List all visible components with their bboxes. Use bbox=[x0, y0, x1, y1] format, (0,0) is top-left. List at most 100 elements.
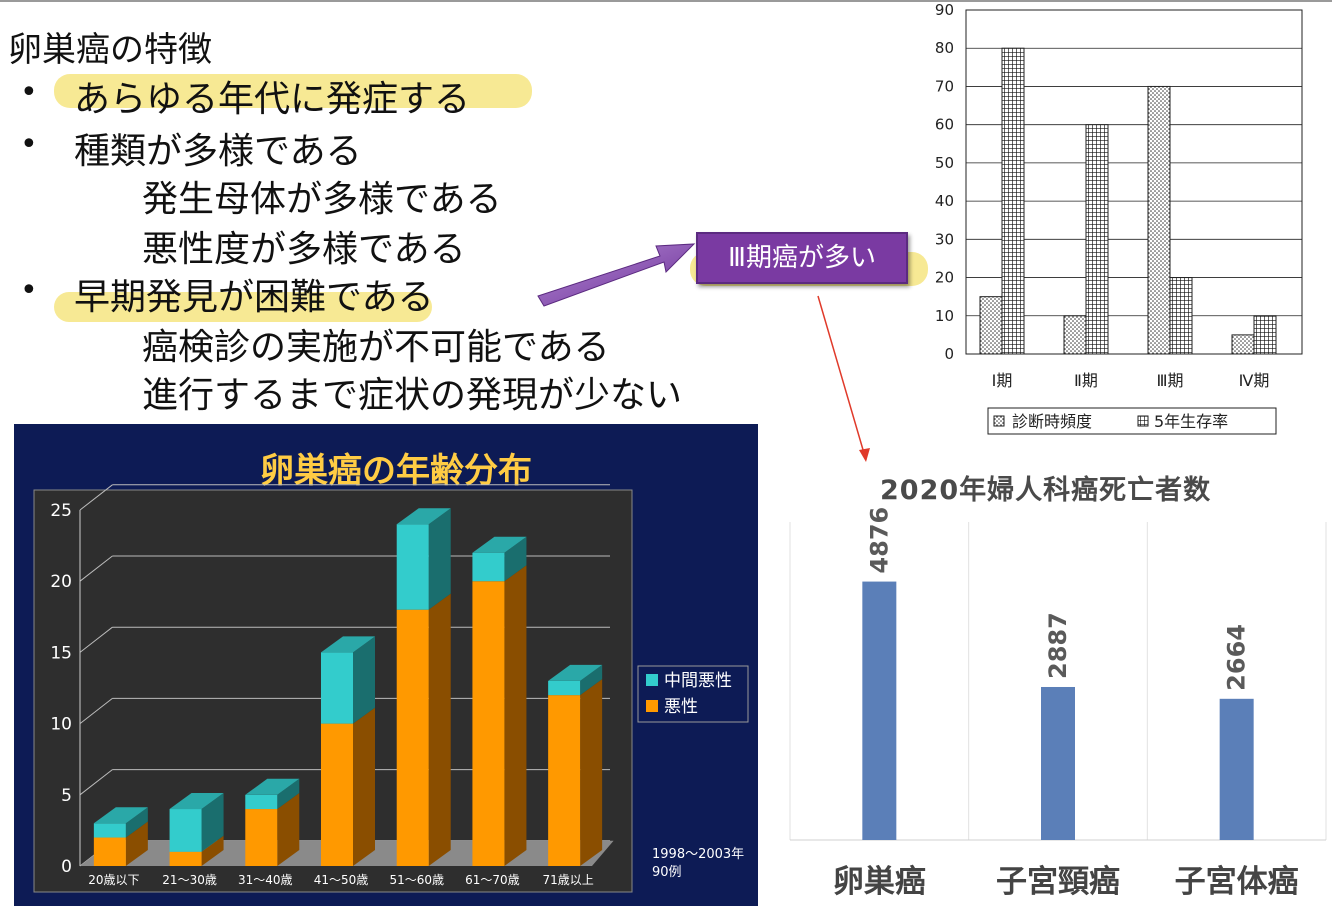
bar-malignant-side bbox=[125, 821, 148, 866]
y-tick-label: 50 bbox=[935, 154, 954, 172]
bullet-text: 早期発見が困難である bbox=[74, 277, 434, 318]
legend-label-frequency: 診断時頻度 bbox=[1012, 412, 1092, 431]
legend-swatch-intermediate bbox=[646, 674, 658, 686]
legend-label-survival: 5年生存率 bbox=[1154, 412, 1228, 431]
bar-intermediate-top bbox=[169, 793, 224, 810]
y-tick-label: 10 bbox=[935, 307, 954, 325]
red-pointer-line bbox=[817, 295, 867, 461]
y-tick-label: 30 bbox=[935, 230, 954, 248]
highlight-marker-1 bbox=[54, 74, 532, 108]
sub-bullet-2: 悪性度が多様である bbox=[142, 229, 466, 270]
y-tick-label: 0 bbox=[61, 857, 72, 877]
x-tick-label: 51～60歳 bbox=[389, 873, 444, 887]
bar-malignant-side bbox=[428, 593, 451, 866]
bullet-marker: • bbox=[20, 127, 38, 162]
y-tick-label: 20 bbox=[50, 572, 72, 592]
bar-intermediate bbox=[93, 823, 126, 838]
y-tick-label: 80 bbox=[935, 39, 954, 57]
x-tick-label: 卵巣癌 bbox=[833, 864, 926, 900]
bar-intermediate bbox=[548, 680, 581, 696]
grid-perspective bbox=[79, 484, 113, 511]
bullet-text: 種類が多様である bbox=[74, 131, 362, 172]
y-tick-label: 70 bbox=[935, 77, 954, 95]
bar-malignant bbox=[169, 851, 202, 866]
bar-malignant-side bbox=[353, 707, 375, 866]
chart-note: 1998～2003年 bbox=[652, 847, 744, 862]
legend-label-intermediate: 中間悪性 bbox=[664, 671, 732, 691]
legend-swatch-frequency bbox=[993, 415, 1005, 427]
data-label: 2887 bbox=[1044, 612, 1072, 679]
deaths-chart-title: 2020年婦人科癌死亡者数 bbox=[880, 475, 1212, 506]
bar-diagnosis-frequency bbox=[1063, 315, 1087, 355]
red-pointer-head bbox=[859, 448, 870, 462]
y-tick-label: 20 bbox=[935, 269, 954, 287]
legend-label-malignant: 悪性 bbox=[664, 697, 698, 717]
bullet-text: あらゆる年代に発症する bbox=[74, 79, 471, 120]
bar-deaths bbox=[862, 581, 897, 840]
bar-5yr-survival bbox=[1169, 277, 1193, 355]
bar-intermediate-top bbox=[548, 664, 603, 681]
x-tick-label: 子宮体癌 bbox=[1175, 864, 1299, 900]
sub-bullet-1: 発生母体が多様である bbox=[142, 179, 502, 220]
bar-malignant bbox=[548, 695, 581, 866]
y-tick-label: 0 bbox=[944, 345, 954, 363]
y-tick-label: 25 bbox=[50, 501, 72, 521]
sub-bullet-3: 癌検診の実施が不可能である bbox=[142, 327, 610, 368]
bar-malignant bbox=[472, 581, 505, 866]
bullet-row-2: • 種類が多様である bbox=[20, 122, 362, 172]
y-tick-label: 40 bbox=[935, 192, 954, 210]
slide-title: 卵巣癌の特徴 bbox=[8, 30, 212, 70]
bar-deaths bbox=[1219, 698, 1254, 840]
bar-malignant-side bbox=[201, 835, 224, 866]
y-tick-label: 10 bbox=[50, 715, 72, 735]
bar-diagnosis-frequency bbox=[1147, 85, 1171, 355]
bar-malignant-side bbox=[580, 679, 603, 866]
bullet-marker: • bbox=[20, 273, 38, 308]
bar-intermediate-top bbox=[472, 536, 527, 553]
bullet-row-3: • 早期発見が困難である bbox=[20, 268, 434, 318]
data-label: 2664 bbox=[1223, 624, 1251, 691]
legend-swatch-malignant bbox=[646, 700, 658, 712]
bar-intermediate-top bbox=[321, 636, 375, 653]
bullet-row-1: • あらゆる年代に発症する bbox=[20, 70, 470, 120]
grid-perspective bbox=[79, 698, 113, 724]
x-tick-label: Ⅱ期 bbox=[1074, 371, 1098, 390]
bar-malignant-side bbox=[277, 793, 300, 866]
arrow-to-callout bbox=[537, 243, 696, 307]
x-tick-label: Ⅳ期 bbox=[1239, 371, 1270, 390]
bullet-marker: • bbox=[20, 75, 38, 110]
legend-box bbox=[987, 407, 1277, 435]
x-tick-label: Ⅲ期 bbox=[1156, 371, 1183, 390]
y-tick-label: 5 bbox=[61, 786, 72, 806]
bar-intermediate bbox=[245, 794, 278, 810]
data-label: 4876 bbox=[865, 507, 893, 574]
chart-note: 90例 bbox=[652, 865, 682, 880]
bar-intermediate-side bbox=[504, 536, 527, 582]
x-tick-label: 61～70歳 bbox=[465, 873, 520, 887]
legend-swatch-survival bbox=[1137, 415, 1149, 427]
grid-perspective bbox=[79, 555, 113, 582]
bar-intermediate-side bbox=[125, 807, 148, 838]
bar-5yr-survival bbox=[1253, 315, 1277, 355]
bar-intermediate-top bbox=[396, 508, 451, 525]
bar-malignant bbox=[245, 809, 278, 866]
bar-diagnosis-frequency bbox=[979, 296, 1003, 355]
bar-malignant bbox=[93, 837, 126, 866]
bar-intermediate-top bbox=[245, 778, 300, 795]
x-tick-label: Ⅰ期 bbox=[992, 371, 1013, 390]
highlight-marker-2 bbox=[54, 292, 432, 322]
bar-malignant bbox=[396, 609, 429, 866]
grid-perspective bbox=[79, 769, 113, 796]
bar-5yr-survival bbox=[1085, 124, 1109, 355]
x-tick-label: 41～50歳 bbox=[314, 873, 369, 887]
y-tick-label: 90 bbox=[935, 1, 954, 19]
bar-intermediate bbox=[169, 809, 202, 852]
bar-intermediate-side bbox=[353, 636, 375, 724]
x-tick-label: 21～30歳 bbox=[162, 873, 217, 887]
bar-diagnosis-frequency bbox=[1231, 334, 1255, 355]
grid-perspective bbox=[79, 626, 113, 653]
bar-intermediate-top bbox=[93, 807, 148, 824]
bar-intermediate-side bbox=[428, 508, 451, 610]
deaths-2020-chart: 4876 卵巣癌 2887 子宮頸癌 2664 子宮体癌 bbox=[789, 507, 1327, 900]
